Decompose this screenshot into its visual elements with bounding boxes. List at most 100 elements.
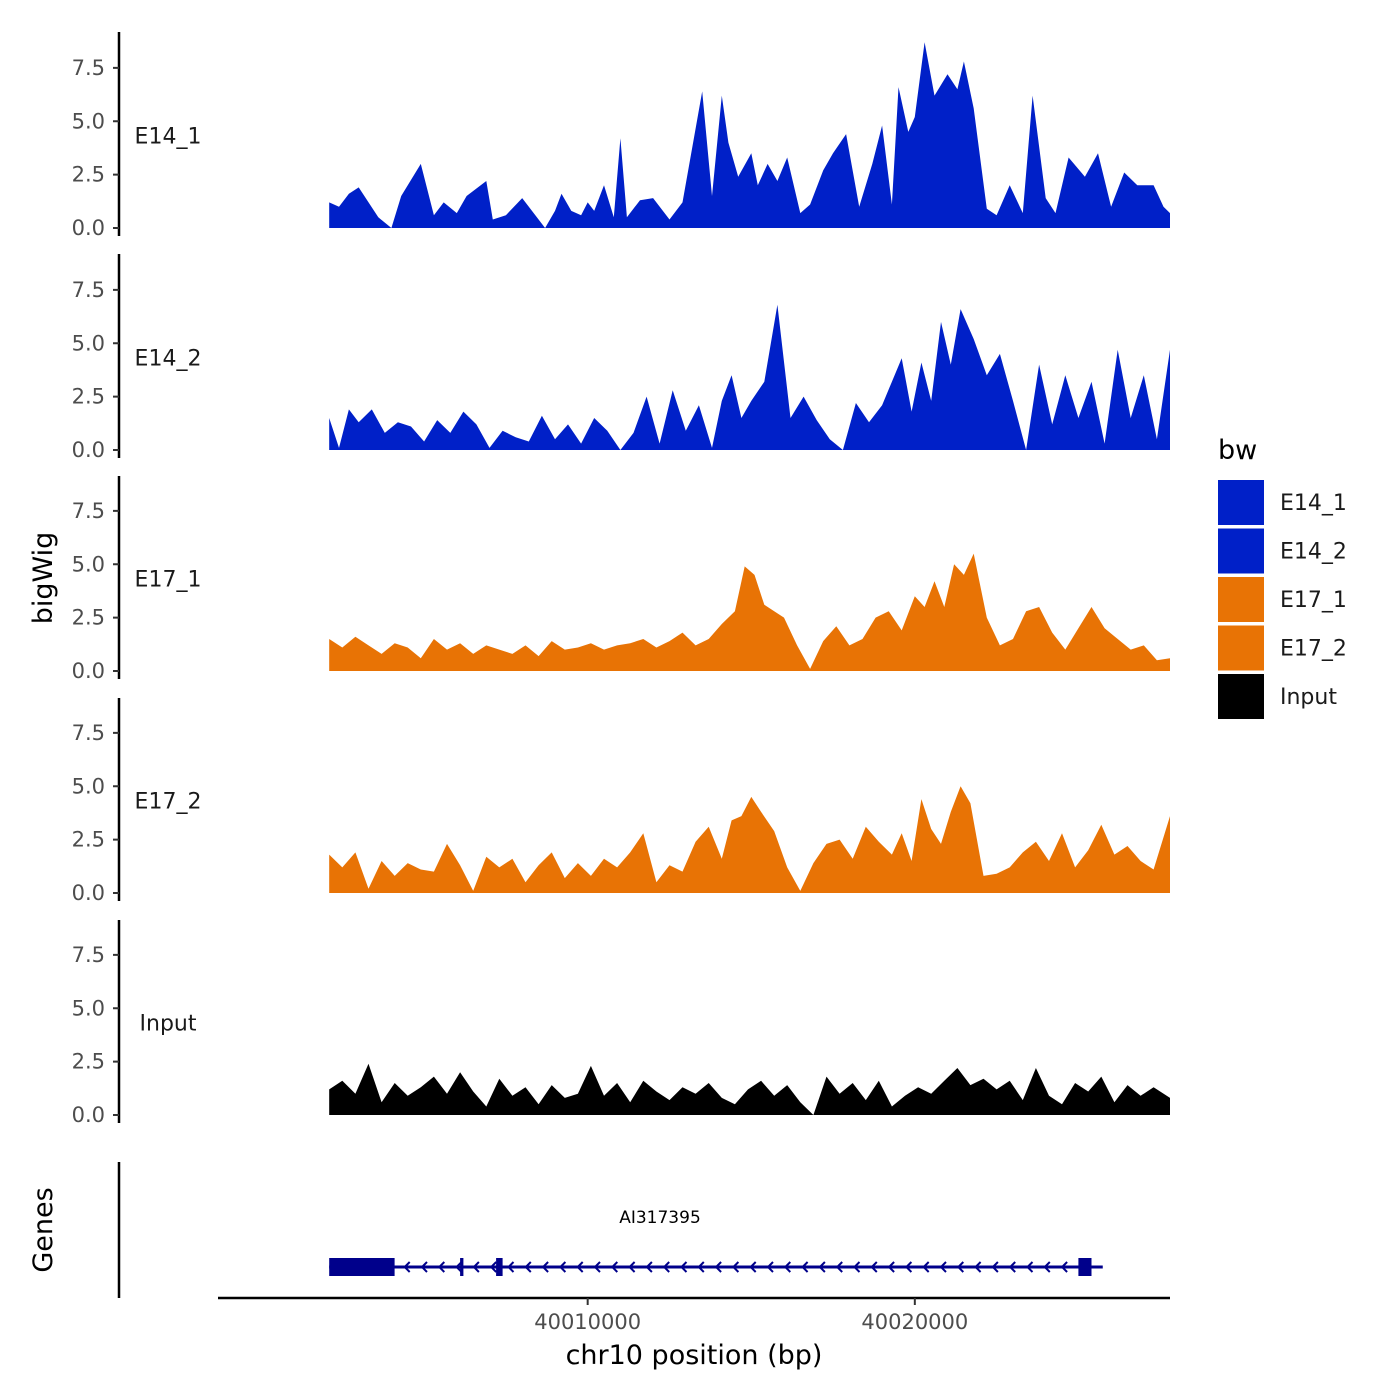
coverage-area-E14_1 <box>329 42 1170 228</box>
x-axis-title: chr10 position (bp) <box>566 1340 823 1371</box>
strand-arrow <box>558 1261 567 1273</box>
strand-arrow <box>403 1261 411 1273</box>
strand-arrow <box>541 1261 549 1273</box>
strand-arrow <box>870 1261 878 1273</box>
y-tick-label: 2.5 <box>72 606 105 630</box>
track-E14_2: 0.0 2.5 5.0 7.5 E14_2 <box>72 254 1170 462</box>
y-tick-label: 5.0 <box>72 774 105 798</box>
track-label-E14_1: E14_1 <box>135 124 202 149</box>
strand-arrow <box>853 1261 861 1273</box>
gene-exon <box>1078 1258 1092 1276</box>
strand-arrow <box>749 1261 757 1273</box>
legend-swatch <box>1218 577 1264 622</box>
y-tick-label: 7.5 <box>72 278 105 302</box>
coverage-area-Input <box>329 1063 1170 1115</box>
strand-arrow <box>731 1261 740 1273</box>
strand-arrow <box>801 1261 809 1273</box>
x-axis: 40010000 40020000 <box>218 1296 1170 1334</box>
y-tick-label: 5.0 <box>72 552 105 576</box>
y-tick-label: 5.0 <box>72 996 105 1020</box>
y-tick-label: 2.5 <box>72 1050 105 1074</box>
strand-arrow <box>783 1261 792 1273</box>
legend-item-E14_1: E14_1 <box>1218 480 1347 525</box>
strand-arrow <box>489 1261 497 1273</box>
legend: bw E14_1 E14_2 E17_1 E17_2 Input <box>1218 435 1347 719</box>
genes-panel-title: Genes <box>28 1187 59 1272</box>
coverage-area-E14_2 <box>329 304 1170 450</box>
y-tick-label: 2.5 <box>72 163 105 187</box>
legend-swatch <box>1218 625 1264 671</box>
track-label-Input: Input <box>140 1011 197 1036</box>
x-tick-label: 40010000 <box>534 1310 641 1334</box>
strand-arrow <box>645 1261 653 1273</box>
gene-exon <box>496 1258 503 1276</box>
strand-arrow <box>437 1261 446 1273</box>
strand-arrow <box>887 1261 895 1273</box>
strand-arrow <box>507 1261 515 1273</box>
y-tick-label: 7.5 <box>72 943 105 967</box>
legend-label: E17_1 <box>1280 588 1347 613</box>
strand-arrow <box>974 1261 982 1273</box>
strand-arrow <box>818 1261 826 1273</box>
strand-arrow <box>1008 1261 1016 1273</box>
strand-arrow <box>680 1261 688 1273</box>
legend-item-Input: Input <box>1218 674 1337 719</box>
track-label-E17_1: E17_1 <box>135 567 202 592</box>
y-tick-label: 0.0 <box>72 659 105 683</box>
legend-label: E14_1 <box>1280 491 1347 516</box>
legend-item-E17_2: E17_2 <box>1218 625 1347 671</box>
strand-arrow <box>593 1261 601 1273</box>
track-label-E14_2: E14_2 <box>135 346 202 371</box>
legend-swatch <box>1218 480 1264 525</box>
gene-name-label: AI317395 <box>619 1208 701 1228</box>
legend-item-E17_1: E17_1 <box>1218 577 1347 622</box>
track-Input: 0.0 2.5 5.0 7.5 Input <box>72 920 1170 1127</box>
legend-label: E17_2 <box>1280 637 1347 662</box>
strand-arrow <box>610 1261 619 1273</box>
y-tick-label: 7.5 <box>72 56 105 80</box>
x-tick-label: 40020000 <box>861 1310 968 1334</box>
strand-arrow <box>1060 1261 1068 1273</box>
track-E17_2: 0.0 2.5 5.0 7.5 E17_2 <box>72 698 1170 905</box>
y-tick-label: 7.5 <box>72 499 105 523</box>
strand-arrow <box>1043 1261 1051 1273</box>
legend-swatch <box>1218 528 1264 574</box>
gene-panel: AI317395 <box>117 1162 1103 1298</box>
y-tick-label: 7.5 <box>72 721 105 745</box>
strand-arrow <box>576 1261 584 1273</box>
y-tick-label: 0.0 <box>72 216 105 240</box>
y-tick-label: 2.5 <box>72 828 105 852</box>
strand-arrow <box>662 1261 670 1273</box>
gene-exon <box>460 1258 464 1276</box>
strand-arrow <box>697 1261 705 1273</box>
strand-arrow <box>472 1261 480 1273</box>
strand-arrow <box>420 1261 428 1273</box>
track-E14_1: 0.0 2.5 5.0 7.5 E14_1 <box>72 32 1170 240</box>
strand-arrow <box>904 1261 913 1273</box>
track-E17_1: 0.0 2.5 5.0 7.5 E17_1 <box>72 476 1170 683</box>
y-tick-label: 5.0 <box>72 109 105 133</box>
coverage-area-E17_1 <box>329 553 1170 671</box>
strand-arrow <box>922 1261 930 1273</box>
strand-arrow <box>991 1261 999 1273</box>
y-tick-label: 0.0 <box>72 881 105 905</box>
y-tick-label: 0.0 <box>72 438 105 462</box>
strand-arrow <box>766 1261 774 1273</box>
strand-arrow <box>714 1261 722 1273</box>
legend-item-E14_2: E14_2 <box>1218 528 1347 574</box>
y-axis-title: bigWig <box>28 532 59 625</box>
strand-arrow <box>956 1261 965 1273</box>
strand-arrow <box>835 1261 843 1273</box>
y-tick-label: 0.0 <box>72 1103 105 1127</box>
track-label-E17_2: E17_2 <box>135 789 202 814</box>
legend-label: E14_2 <box>1280 540 1347 565</box>
coverage-area-E17_2 <box>329 786 1170 893</box>
gene-exon <box>329 1258 395 1276</box>
strand-arrow <box>524 1261 532 1273</box>
y-tick-label: 5.0 <box>72 331 105 355</box>
legend-title: bw <box>1218 435 1257 466</box>
bigwig-tracks: 0.0 2.5 5.0 7.5 E14_1 0.0 2.5 5.0 7.5 E14_2 0.0 2.5… <box>72 32 1170 1127</box>
strand-arrow <box>628 1261 636 1273</box>
y-tick-label: 2.5 <box>72 385 105 409</box>
strand-arrow <box>939 1261 947 1273</box>
